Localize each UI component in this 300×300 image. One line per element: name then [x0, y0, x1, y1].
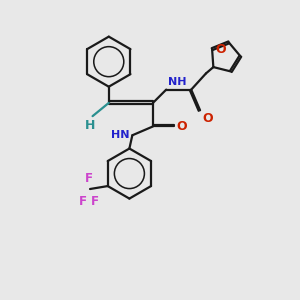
Text: F: F: [79, 195, 87, 208]
Text: F: F: [85, 172, 93, 185]
Text: HN: HN: [112, 130, 130, 140]
Text: O: O: [202, 112, 213, 125]
Text: NH: NH: [168, 77, 186, 87]
Text: O: O: [176, 120, 187, 133]
Text: H: H: [85, 119, 95, 132]
Text: O: O: [216, 43, 226, 56]
Text: F: F: [91, 195, 99, 208]
